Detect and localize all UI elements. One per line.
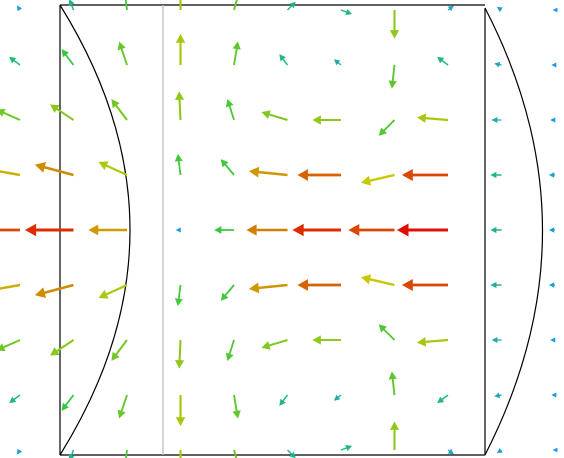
- vector-arrow: [419, 115, 448, 121]
- vector-arrow: [252, 169, 288, 176]
- vector-arrow: [178, 395, 184, 424]
- vector-arrow: [492, 283, 502, 287]
- vector-arrow: [300, 171, 341, 178]
- vector-arrow: [438, 58, 448, 65]
- vector-arrow: [300, 281, 341, 288]
- vector-arrow: [554, 448, 557, 451]
- vector-arrow: [176, 285, 181, 304]
- vector-arrow: [363, 175, 394, 184]
- vector-arrow: [18, 450, 21, 454]
- vector-arrow: [288, 3, 295, 10]
- vector-arrow: [28, 226, 74, 234]
- vector-arrow: [493, 338, 501, 342]
- vector-arrow: [288, 450, 295, 457]
- vector-arrow: [227, 101, 234, 120]
- vector-arrow: [496, 63, 502, 67]
- vector-arrow: [227, 340, 234, 359]
- vector-arrow: [280, 395, 287, 405]
- chart: [0, 0, 564, 458]
- vector-arrow: [550, 283, 555, 286]
- vector-arrow: [38, 164, 74, 175]
- vector-arrow: [390, 65, 395, 87]
- vector-arrow: [405, 171, 448, 178]
- vector-arrow: [493, 118, 501, 122]
- vector-arrow: [63, 51, 74, 65]
- vector-arrow: [0, 110, 20, 120]
- vector-arrow: [113, 101, 127, 120]
- vector-arrow: [234, 450, 241, 458]
- vector-arrow: [252, 285, 288, 292]
- vector-arrow: [315, 337, 341, 343]
- vector-arrow: [405, 281, 448, 288]
- vector-arrow: [496, 394, 502, 398]
- vector-arrow: [18, 6, 21, 10]
- vector-arrow: [419, 339, 448, 345]
- vector-arrow: [176, 156, 181, 175]
- vector-arrow: [351, 226, 394, 233]
- vector-arrow: [63, 395, 74, 409]
- vector-arrow: [551, 118, 555, 121]
- vector-arrow: [0, 285, 20, 293]
- vector-arrow: [341, 446, 351, 450]
- vector-arrow: [101, 163, 127, 175]
- vector-arrow: [335, 60, 341, 65]
- vector-arrow: [448, 6, 453, 10]
- vector-arrow: [10, 58, 20, 65]
- vector-arrow: [551, 338, 555, 341]
- vector-arrow: [492, 173, 502, 177]
- vector-arrow: [335, 395, 341, 400]
- vector-arrow: [222, 161, 234, 175]
- vector-arrow: [550, 173, 555, 176]
- vector-arrow: [448, 450, 453, 454]
- vector-arrow: [400, 226, 448, 234]
- vector-arrow: [91, 227, 127, 234]
- vector-arrow: [380, 326, 394, 340]
- vector-arrow: [553, 63, 556, 66]
- vector-arrow: [295, 226, 341, 234]
- vector-arrow: [52, 106, 74, 120]
- vector-arrow: [380, 120, 394, 134]
- vector-arrow: [234, 43, 239, 65]
- vector-arrow: [392, 10, 398, 36]
- vector-arrow: [38, 285, 74, 296]
- vector-arrow: [177, 228, 181, 231]
- vector-arrow: [553, 393, 556, 396]
- vector-arrow: [264, 340, 288, 348]
- vector-arrow: [119, 395, 127, 417]
- vector-arrow: [341, 10, 351, 14]
- vector-arrow: [119, 43, 127, 65]
- vector-arrow: [249, 227, 287, 234]
- vector-arrow: [178, 36, 184, 65]
- vector-arrow: [550, 228, 555, 231]
- vector-arrow: [177, 340, 183, 366]
- vector-arrow: [0, 167, 20, 175]
- vector-arrow: [280, 55, 287, 65]
- vector-arrow: [234, 395, 239, 417]
- vector-arrow: [363, 276, 394, 285]
- vector-arrow: [222, 285, 234, 299]
- vector-arrow: [0, 226, 20, 233]
- vector-arrow: [10, 395, 20, 402]
- vector-arrow: [264, 112, 288, 120]
- vector-arrow: [52, 340, 74, 354]
- vector-arrow: [492, 228, 502, 232]
- vector-arrow: [554, 8, 557, 11]
- vector-arrow: [392, 424, 398, 450]
- vector-arrow: [123, 450, 128, 458]
- vector-arrow: [216, 228, 234, 233]
- vector-arrow: [69, 450, 73, 458]
- vector-arrow: [438, 395, 448, 402]
- vector-arrow: [315, 117, 341, 123]
- vector-arrow: [101, 285, 127, 297]
- vector-arrow: [177, 94, 183, 120]
- vector-arrow: [178, 450, 184, 458]
- vector-arrow: [498, 449, 502, 452]
- vector-arrow: [0, 340, 20, 350]
- vector-arrow: [113, 340, 127, 359]
- vector-arrow: [498, 8, 502, 11]
- vector-arrow: [390, 373, 395, 395]
